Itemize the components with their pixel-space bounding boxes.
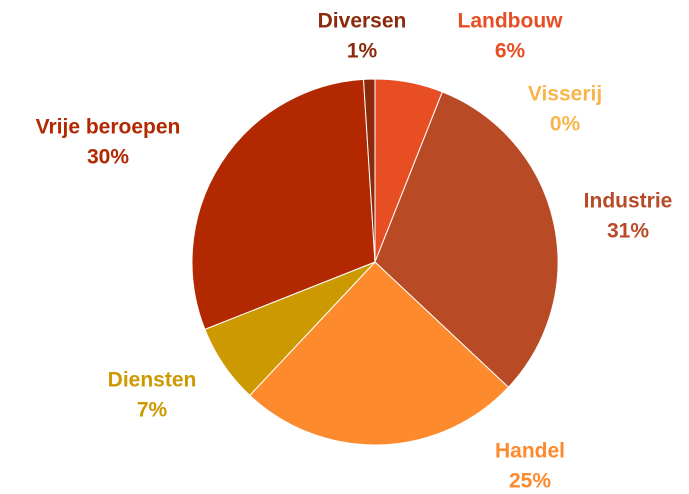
slice-value-label: 30% bbox=[87, 146, 129, 169]
slice-label: Diensten bbox=[108, 369, 197, 392]
slice-value-label: 31% bbox=[607, 220, 649, 243]
slice-label: Landbouw bbox=[458, 10, 564, 33]
pie-slice bbox=[374, 91, 559, 388]
slice-label: Vrije beroepen bbox=[36, 116, 181, 139]
slice-label: Visserij bbox=[528, 83, 602, 106]
slice-value-label: 0% bbox=[550, 113, 581, 136]
pie-slice bbox=[191, 78, 376, 331]
slice-value-label: 6% bbox=[495, 40, 526, 63]
pie-slice bbox=[362, 78, 376, 263]
slice-label: Industrie bbox=[584, 190, 673, 213]
slice-value-label: 25% bbox=[509, 470, 551, 493]
slice-label: Diversen bbox=[318, 10, 407, 33]
slice-value-label: 7% bbox=[137, 399, 168, 422]
slice-label: Handel bbox=[495, 440, 565, 463]
pie-slice bbox=[249, 261, 510, 446]
slice-value-label: 1% bbox=[347, 40, 378, 63]
